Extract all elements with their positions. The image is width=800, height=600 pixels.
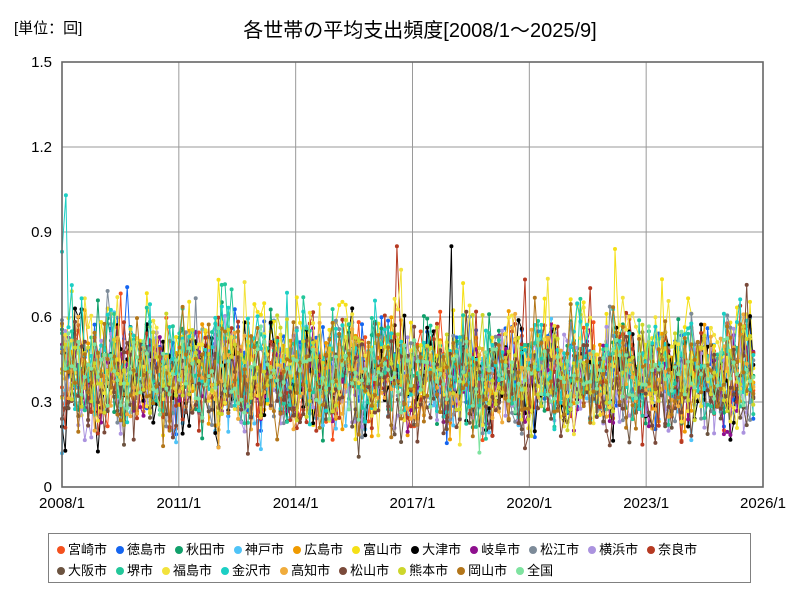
legend-item-label: 秋田市 (186, 542, 226, 557)
unit-label: [単位：回] (14, 20, 83, 37)
legend-item-label: 全国 (527, 563, 554, 578)
legend-item-label: 大阪市 (68, 563, 108, 578)
legend-item[interactable]: 神戸市 (234, 543, 284, 556)
legend-marker-icon (57, 566, 65, 575)
legend-item-label: 富山市 (363, 542, 403, 557)
x-axis-tick-label: 2014/1 (273, 495, 319, 512)
legend-item[interactable]: 全国 (516, 564, 553, 577)
legend-marker-icon (529, 545, 538, 554)
y-axis-tick-label: 1.2 (31, 139, 52, 156)
legend-item[interactable]: 堺市 (116, 564, 153, 577)
chart-title: 各世帯の平均支出頻度[2008/1～2025/9] (243, 20, 597, 42)
legend-item[interactable]: 宮崎市 (57, 543, 107, 556)
legend-marker-icon (411, 545, 420, 554)
legend-marker-icon (398, 566, 407, 575)
legend-row-1: 宮崎市 徳島市 秋田市 神戸市 広島市 富山市 大津市 岐阜市 松江市 横浜市 奈良市 (57, 539, 742, 560)
legend-item-label: 奈良市 (658, 542, 698, 557)
y-axis-tick-label: 0.9 (31, 224, 52, 241)
legend-item[interactable]: 徳島市 (116, 543, 166, 556)
legend-item[interactable]: 大津市 (411, 543, 461, 556)
x-axis-tick-label: 2020/1 (506, 495, 552, 512)
legend-item[interactable]: 岡山市 (457, 564, 507, 577)
legend-item[interactable]: 松山市 (339, 564, 389, 577)
legend-marker-icon (175, 545, 184, 554)
legend-item[interactable]: 熊本市 (398, 564, 448, 577)
y-axis-tick-label: 0.6 (31, 309, 52, 326)
legend-item-label: 広島市 (304, 542, 344, 557)
y-axis-tick-label: 0.3 (31, 394, 52, 411)
legend-marker-icon (339, 566, 348, 575)
legend-marker-icon (280, 566, 289, 575)
legend-item-label: 高知市 (291, 563, 331, 578)
y-axis-tick-label: 0 (44, 479, 52, 496)
legend-item[interactable]: 岐阜市 (470, 543, 520, 556)
legend-item-label: 松山市 (350, 563, 390, 578)
legend-marker-icon (470, 545, 479, 554)
legend-item-label: 堺市 (127, 563, 154, 578)
legend-marker-icon (57, 545, 65, 554)
legend-marker-icon (293, 545, 302, 554)
legend-marker-icon (352, 545, 361, 554)
legend-item[interactable]: 富山市 (352, 543, 402, 556)
legend-item-label: 宮崎市 (68, 542, 108, 557)
chart-legend: 宮崎市 徳島市 秋田市 神戸市 広島市 富山市 大津市 岐阜市 松江市 横浜市 奈良市 大阪市 堺市 福… (48, 533, 751, 583)
legend-item[interactable]: 金沢市 (221, 564, 271, 577)
legend-item[interactable]: 広島市 (293, 543, 343, 556)
x-axis-tick-label: 2008/1 (39, 495, 85, 512)
legend-item[interactable]: 福島市 (162, 564, 212, 577)
legend-marker-icon (162, 566, 171, 575)
y-axis-tick-label: 1.5 (31, 54, 52, 71)
legend-item-label: 金沢市 (232, 563, 272, 578)
legend-item-label: 熊本市 (409, 563, 449, 578)
legend-marker-icon (516, 566, 525, 575)
legend-item-label: 大津市 (422, 542, 462, 557)
legend-item[interactable]: 横浜市 (588, 543, 638, 556)
x-axis-tick-label: 2026/1 (740, 495, 786, 512)
legend-item-label: 神戸市 (245, 542, 285, 557)
legend-marker-icon (588, 545, 597, 554)
legend-item[interactable]: 大阪市 (57, 564, 107, 577)
legend-marker-icon (116, 545, 125, 554)
legend-marker-icon (234, 545, 243, 554)
x-axis-tick-label: 2011/1 (156, 495, 201, 512)
legend-item-label: 松江市 (540, 542, 580, 557)
legend-item[interactable]: 奈良市 (647, 543, 697, 556)
x-axis-tick-label: 2023/1 (623, 495, 669, 512)
legend-item[interactable]: 松江市 (529, 543, 579, 556)
legend-item-label: 福島市 (173, 563, 213, 578)
legend-item[interactable]: 高知市 (280, 564, 330, 577)
legend-marker-icon (221, 566, 230, 575)
legend-marker-icon (647, 545, 656, 554)
legend-item-label: 徳島市 (127, 542, 167, 557)
x-axis-tick-label: 2017/1 (390, 495, 436, 512)
legend-marker-icon (457, 566, 466, 575)
legend-item-label: 岡山市 (468, 563, 508, 578)
legend-item-label: 横浜市 (599, 542, 639, 557)
legend-item[interactable]: 秋田市 (175, 543, 225, 556)
legend-row-2: 大阪市 堺市 福島市 金沢市 高知市 松山市 熊本市 岡山市 全国 (57, 560, 742, 581)
legend-item-label: 岐阜市 (481, 542, 521, 557)
legend-marker-icon (116, 566, 125, 575)
